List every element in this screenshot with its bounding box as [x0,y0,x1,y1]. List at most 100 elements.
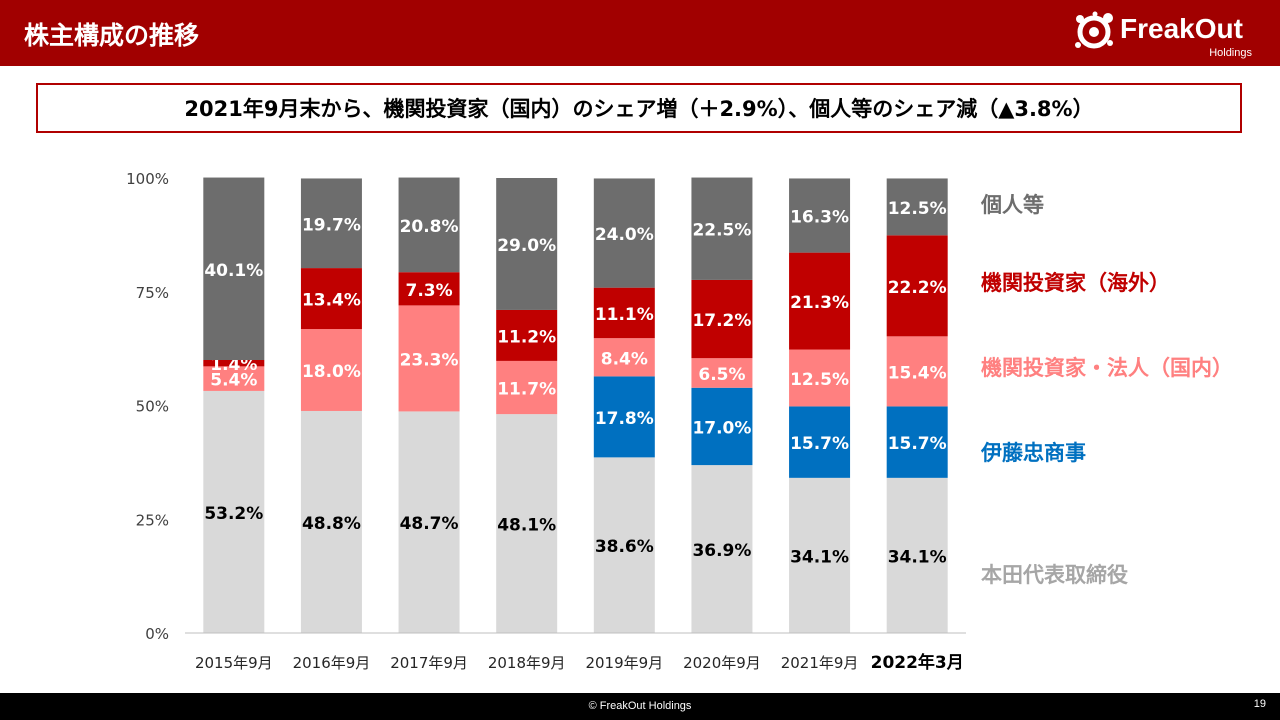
bar-segment [203,390,265,633]
x-tick-label: 2017年9月 [390,654,468,672]
legend-entry: 本田代表取締役 [981,563,1128,587]
data-label: 8.4% [601,349,648,369]
data-label: 17.8% [595,409,654,429]
footer-copyright: © FreakOut Holdings [588,700,692,712]
data-label: 18.0% [302,362,361,382]
bar-segment [203,366,265,391]
x-tick-label: 2019年9月 [585,654,663,672]
y-tick-label: 50% [136,398,169,416]
bar-segment [886,178,948,236]
bar-segment [789,178,851,253]
data-label: 15.7% [790,434,849,454]
data-label: 20.8% [400,217,459,237]
footer-bar: © FreakOut Holdings 19 [0,693,1280,720]
data-label: 11.7% [497,380,556,400]
data-label: 7.3% [405,281,452,301]
data-label: 48.7% [400,514,459,534]
data-label: 34.1% [790,547,849,567]
headline-box: 2021年9月末から、機関投資家（国内）のシェア増（＋2.9%）、個人等のシェア… [36,83,1242,133]
bar-segment [886,235,948,337]
data-label: 12.5% [888,199,947,219]
bar-segment [691,177,753,280]
bar-segment [398,272,460,306]
bar-segment [789,406,851,478]
data-label: 5.4% [210,371,257,391]
legend-entry: 伊藤忠商事 [981,441,1086,465]
data-label: 17.2% [692,311,751,331]
bar-segment [300,329,362,411]
bar-segment [593,287,655,339]
y-tick-label: 75% [136,284,169,302]
bar-segment [691,358,753,388]
data-label: 21.3% [790,293,849,313]
stacked-bar-chart: 0% 25% 50% 75% 100% 53.2% 5.4%1.4% 40.1% 2015年9月… [126,170,966,673]
y-tick-label: 25% [136,511,169,529]
logo-text: FreakOut [1120,13,1243,44]
data-label: 19.7% [302,215,361,235]
data-label: 17.0% [692,418,751,438]
legend-entry: 機関投資家（海外） [981,271,1170,295]
data-label: 48.1% [497,516,556,536]
bar-segment [398,177,460,273]
bar-segment [593,376,655,458]
bar-segment [886,406,948,478]
x-tick-label: 2018年9月 [488,654,566,672]
x-tick-label: 2022年3月 [871,652,964,673]
bar-segment [203,177,265,360]
bar-segment [203,360,265,367]
data-label: 11.2% [497,327,556,347]
bar-segment [886,336,948,407]
data-label: 13.4% [302,291,361,311]
bar-segment [691,387,753,466]
bar-segment [300,178,362,269]
data-label: 40.1% [204,261,263,281]
bar-segment [496,178,558,310]
header-bar: 株主構成の推移 FreakOut Holdings [0,0,1280,66]
data-label: 53.2% [204,504,263,524]
bar-segment [593,178,655,288]
data-label: 12.5% [790,370,849,390]
x-tick-label: 2015年9月 [195,654,273,672]
data-label: 48.8% [302,514,361,534]
x-tick-label: 2016年9月 [293,654,371,672]
data-label: 36.9% [692,541,751,561]
data-label: 22.5% [692,221,751,241]
bar-segment [789,477,851,633]
bar-segment [398,411,460,633]
bar-segment [496,414,558,633]
bar-segment [300,410,362,633]
y-tick-label: 0% [145,625,169,643]
legend-entry: 機関投資家・法人（国内） [981,356,1233,380]
bar-segment [496,360,558,415]
bar-segment [300,268,362,330]
bar-segment [691,279,753,359]
bar-segment [886,477,948,633]
data-label: 38.6% [595,537,654,557]
logo-subtext: Holdings [1209,47,1252,59]
data-label: 29.0% [497,236,556,256]
bar-segment [789,349,851,407]
page-title: 株主構成の推移 [24,21,200,50]
company-logo: FreakOut Holdings [1072,6,1252,62]
x-tick-label: 2021年9月 [781,654,859,672]
data-label: 22.2% [888,278,947,298]
data-label: 11.1% [595,305,654,325]
bar-segment [789,252,851,350]
data-label: 15.7% [888,434,947,454]
bar-segment [593,457,655,633]
data-label: 15.4% [888,363,947,383]
bar-segment [691,465,753,633]
freakout-logo-mark-icon [1075,11,1113,49]
data-label: 24.0% [595,225,654,245]
data-label: 23.3% [400,350,459,370]
page-number: 19 [1253,698,1266,710]
data-label: 1.4% [210,355,257,375]
bar-segment [398,305,460,412]
data-label: 34.1% [888,547,947,567]
bar-segment [496,309,558,361]
data-label: 6.5% [698,365,745,385]
x-tick-label: 2020年9月 [683,654,761,672]
bar-segment [593,338,655,377]
data-label: 16.3% [790,208,849,228]
legend-entry: 個人等 [981,193,1044,217]
